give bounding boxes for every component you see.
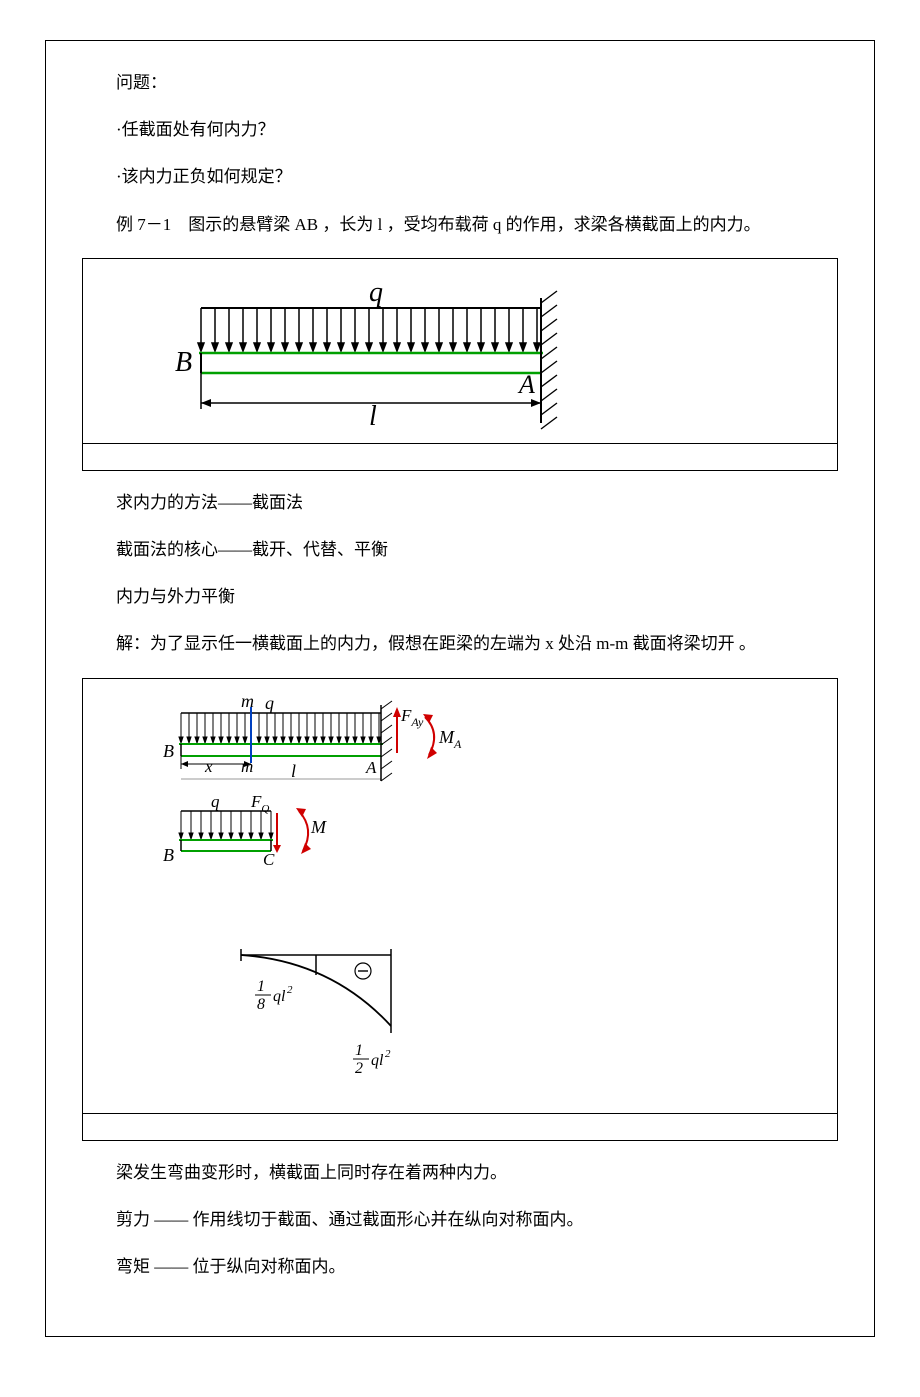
svg-text:8: 8: [257, 996, 265, 1013]
solution-lead: 解：为了显示任一横截面上的内力，假想在距梁的左端为 x 处沿 m-m 截面将梁切…: [82, 630, 838, 657]
label-m2: 1 2 ql 2: [353, 1042, 391, 1077]
svg-text:ql: ql: [371, 1052, 384, 1069]
label-B: B: [175, 347, 192, 378]
label-C: C: [263, 850, 275, 869]
svg-text:1: 1: [355, 1042, 363, 1059]
svg-text:1: 1: [257, 978, 265, 995]
label-M: M: [310, 817, 327, 837]
label-B2: B: [163, 741, 174, 761]
svg-text:ql: ql: [273, 988, 286, 1005]
label-m1: 1 8 ql 2: [255, 978, 293, 1013]
figure-2: m q B m x l A FAy MA: [83, 679, 837, 1113]
label-q3: q: [211, 792, 220, 811]
label-A2: A: [365, 758, 377, 777]
question-2: ·该内力正负如何规定？: [82, 163, 838, 190]
method-line-3: 内力与外力平衡: [82, 583, 838, 610]
example-statement: 例 7－1 图示的悬臂梁 AB ，长为 l ，受均布载荷 q 的作用，求梁各横截…: [82, 211, 838, 238]
label-FAy: FAy: [400, 706, 424, 729]
label-x: x: [204, 757, 213, 776]
figure-1-spacer: [83, 444, 837, 470]
svg-text:2: 2: [385, 1048, 391, 1060]
beam-diagram: q B A l: [101, 273, 601, 443]
figure-2-spacer: [83, 1114, 837, 1140]
label-A: A: [517, 370, 535, 399]
label-m-bot: m: [241, 757, 253, 776]
section-analysis-diagram: m q B m x l A FAy MA: [101, 693, 521, 1113]
document-frame: 问题： ·任截面处有何内力？ ·该内力正负如何规定？ 例 7－1 图示的悬臂梁 …: [45, 40, 875, 1337]
figure-1: q B A l: [83, 259, 837, 443]
page: 问题： ·任截面处有何内力？ ·该内力正负如何规定？ 例 7－1 图示的悬臂梁 …: [0, 0, 920, 1397]
method-line-1: 求内力的方法——截面法: [82, 489, 838, 516]
label-B3: B: [163, 845, 174, 865]
question-1: ·任截面处有何内力？: [82, 116, 838, 143]
label-MA: MA: [438, 727, 462, 751]
label-q: q: [369, 277, 383, 308]
method-line-2: 截面法的核心——截开、代替、平衡: [82, 536, 838, 563]
label-l: l: [369, 401, 377, 432]
figure-2-box: m q B m x l A FAy MA: [82, 678, 838, 1141]
tail-2: 剪力 —— 作用线切于截面、通过截面形心并在纵向对称面内。: [82, 1206, 838, 1233]
svg-text:2: 2: [287, 984, 293, 996]
svg-text:2: 2: [355, 1060, 363, 1077]
label-q2: q: [265, 693, 274, 713]
tail-1: 梁发生弯曲变形时，横截面上同时存在着两种内力。: [82, 1159, 838, 1186]
label-m-top: m: [241, 693, 254, 711]
figure-1-box: q B A l: [82, 258, 838, 471]
tail-3: 弯矩 —— 位于纵向对称面内。: [82, 1253, 838, 1280]
questions-header: 问题：: [82, 69, 838, 96]
label-l2: l: [291, 761, 296, 781]
